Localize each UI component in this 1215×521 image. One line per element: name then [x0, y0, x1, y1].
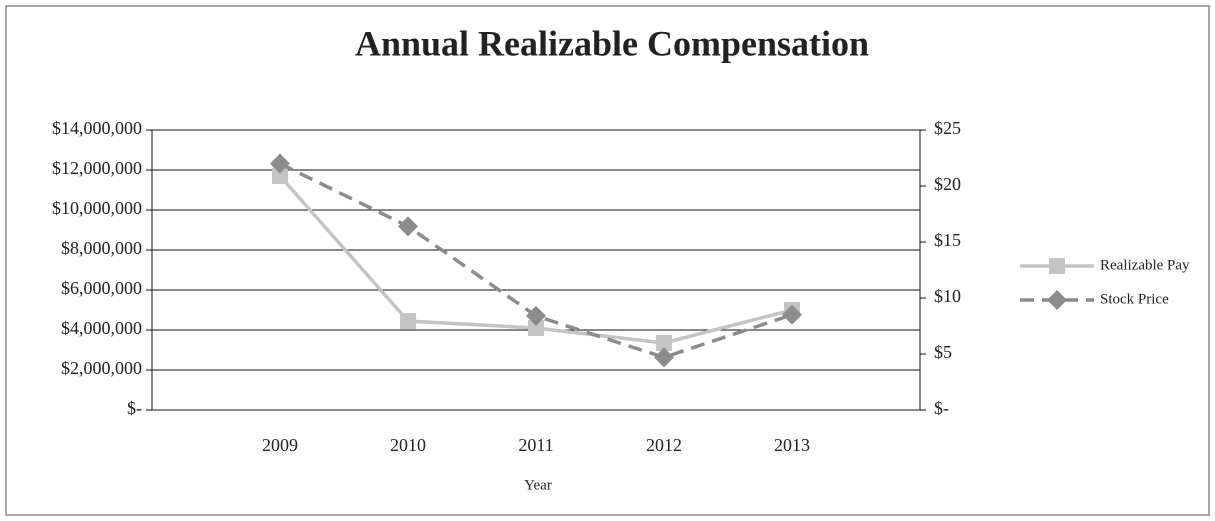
series-marker: [526, 305, 546, 326]
chart-frame: [5, 5, 1210, 516]
series-marker: [528, 320, 544, 336]
y-tick-label: $-: [127, 398, 142, 418]
y-tick-label: $4,000,000: [61, 318, 142, 338]
legend-label: Stock Price: [1100, 291, 1169, 307]
y2-tick-label: $10: [934, 286, 961, 306]
x-axis-label: Year: [524, 477, 552, 493]
legend-marker: [1047, 290, 1067, 310]
y2-tick-label: $-: [934, 398, 949, 418]
x-tick-label: 2010: [390, 435, 426, 455]
y-tick-label: $6,000,000: [61, 278, 142, 298]
y2-tick-label: $25: [934, 118, 961, 138]
x-tick-label: 2009: [262, 435, 298, 455]
y2-tick-label: $20: [934, 174, 961, 194]
legend-marker: [1049, 258, 1065, 274]
x-tick-label: 2013: [774, 435, 810, 455]
chart-title: Annual Realizable Compensation: [355, 23, 869, 63]
y-tick-label: $8,000,000: [61, 238, 142, 258]
series-marker: [656, 335, 672, 351]
y2-tick-label: $5: [934, 342, 952, 362]
series-marker: [398, 216, 418, 237]
y-tick-label: $10,000,000: [52, 198, 142, 218]
y-tick-label: $12,000,000: [52, 158, 142, 178]
series-marker: [782, 304, 802, 325]
y-tick-label: $14,000,000: [52, 118, 142, 138]
series-marker: [270, 153, 290, 174]
series-marker: [272, 168, 288, 184]
y-tick-label: $2,000,000: [61, 358, 142, 378]
y2-tick-label: $15: [934, 230, 961, 250]
x-tick-label: 2012: [646, 435, 682, 455]
legend-label: Realizable Pay: [1100, 257, 1190, 273]
series-marker: [400, 313, 416, 329]
x-tick-label: 2011: [518, 435, 553, 455]
series-marker: [654, 347, 674, 368]
